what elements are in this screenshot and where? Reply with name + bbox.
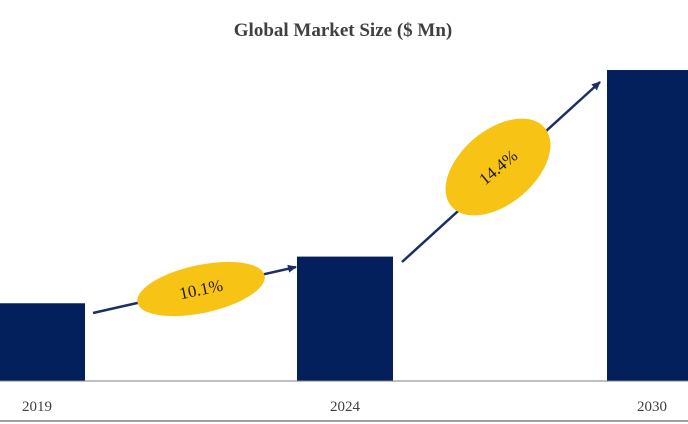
- bar-2030: [607, 70, 688, 381]
- bar-2024: [297, 256, 393, 381]
- x-tick-2024: 2024: [330, 399, 361, 415]
- x-tick-2030: 2030: [637, 399, 667, 415]
- cagr-badge-1: [137, 261, 265, 317]
- x-tick-labels: 2019 2024 2030: [22, 399, 667, 415]
- bars-group: [0, 70, 688, 381]
- x-tick-2019: 2019: [22, 399, 52, 415]
- cagr-badge-2: [445, 118, 551, 216]
- growth-arrows-group: 10.1%14.4%: [92, 81, 601, 317]
- bar-2019: [0, 303, 85, 381]
- chart-title: Global Market Size ($ Mn): [234, 20, 452, 41]
